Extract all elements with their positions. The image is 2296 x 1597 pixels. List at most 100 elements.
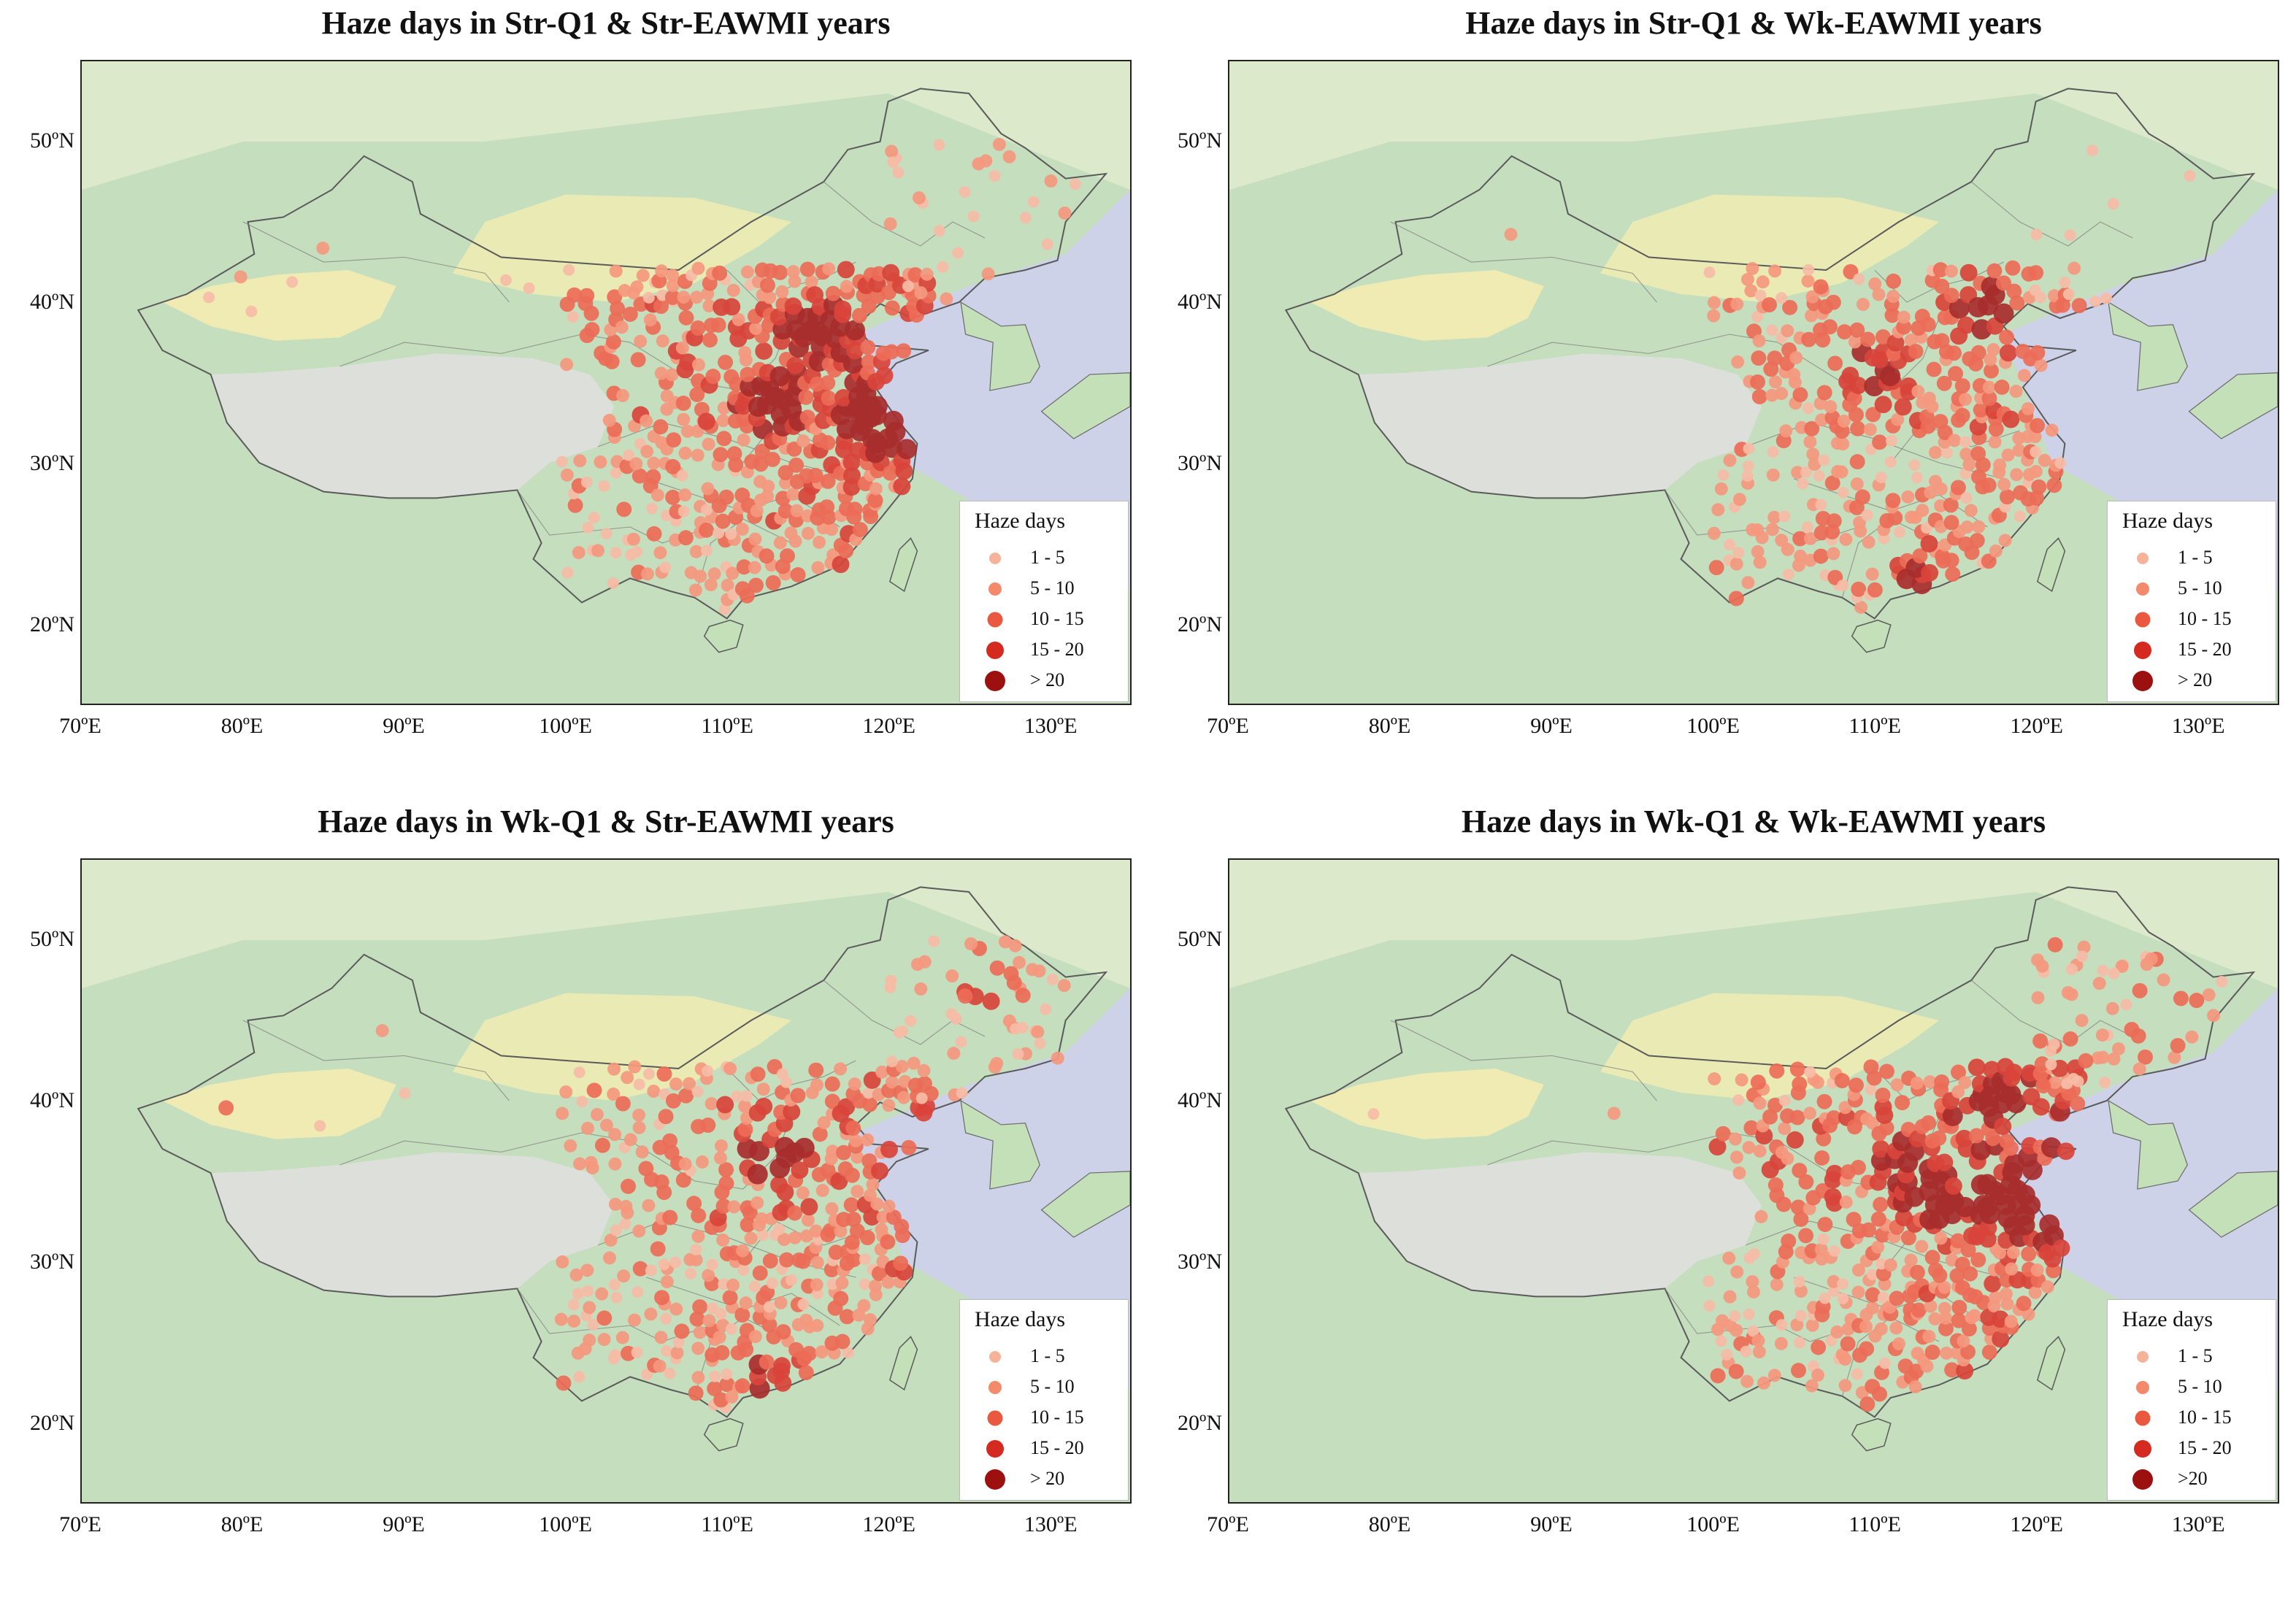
station-dot (1989, 544, 2003, 558)
station-dot (721, 578, 734, 592)
station-dot (616, 501, 632, 517)
station-dot (2021, 1246, 2037, 1262)
station-dot (2157, 973, 2170, 987)
station-dot (834, 389, 853, 407)
station-dot (1716, 1314, 1729, 1328)
lon-tick-label: 100ºE (1686, 1512, 1740, 1536)
lon-tick-label: 90ºE (1530, 714, 1573, 738)
station-dot (2038, 453, 2051, 467)
lat-tick-label: 30ºN (30, 450, 74, 475)
station-dot (1935, 1153, 1954, 1171)
station-dot (690, 290, 704, 304)
station-dot (1853, 273, 1865, 285)
station-dot (1767, 446, 1779, 458)
station-dot (709, 1370, 721, 1382)
station-dot (1897, 310, 1911, 324)
station-dot (1707, 296, 1721, 309)
station-dot (1981, 477, 1997, 493)
station-dot (1863, 423, 1877, 436)
station-dot (1768, 264, 1782, 278)
station-dot (826, 1144, 840, 1158)
province-border (1970, 181, 2133, 247)
station-dot (2014, 1185, 2035, 1206)
legend-marker (986, 642, 1004, 659)
map-canvas (82, 860, 1130, 1502)
station-dot (1781, 324, 1794, 338)
station-dot (1915, 1239, 1929, 1253)
station-dot (739, 1296, 753, 1310)
station-dot (615, 320, 629, 334)
station-dot (1721, 1349, 1733, 1361)
station-dot (1767, 510, 1781, 524)
station-dot (1993, 1246, 2007, 1260)
station-dot (2108, 967, 2120, 980)
station-dot (1762, 1109, 1778, 1125)
station-dot (808, 1062, 824, 1078)
station-dot (1837, 1293, 1849, 1304)
station-dot (1814, 1242, 1828, 1256)
station-dot (1981, 1344, 1997, 1360)
station-dot (1750, 1074, 1766, 1090)
station-dot (769, 366, 791, 387)
station-dot (1904, 1253, 1918, 1267)
station-dot (702, 437, 715, 451)
station-dot (834, 1334, 851, 1350)
station-dot (790, 504, 804, 517)
station-dot (861, 1153, 878, 1169)
map-wash (1229, 61, 2278, 704)
station-dot (799, 261, 815, 277)
station-dot (2095, 1028, 2109, 1042)
station-dot (1703, 1299, 1716, 1312)
station-dot (1729, 557, 1743, 571)
station-dot (375, 1024, 389, 1037)
station-dot (1803, 531, 1817, 545)
station-dot (914, 286, 928, 300)
station-dot (1879, 1063, 1894, 1080)
province-border (1487, 334, 1778, 367)
station-dot (1008, 939, 1022, 953)
station-dot (774, 1296, 788, 1309)
station-dot (1748, 1247, 1761, 1260)
station-dot (959, 186, 971, 198)
map-panel: Haze days in Wk-Q1 & Str-EAWMI years Haz… (0, 798, 1148, 1597)
map-canvas (1229, 860, 2278, 1502)
station-dot (1746, 1275, 1759, 1289)
station-dot (1781, 1233, 1797, 1249)
station-dot (848, 1077, 861, 1091)
station-dot (1040, 1003, 1052, 1015)
station-dot (716, 1233, 730, 1247)
station-dot (940, 292, 953, 306)
korea-peninsula (960, 301, 1040, 391)
station-dot (1779, 424, 1793, 438)
station-dot (616, 388, 630, 402)
station-dot (1708, 1072, 1721, 1085)
legend-item: 1 - 5 (2108, 1344, 2276, 1370)
station-dot (823, 1262, 840, 1277)
station-dot (691, 1229, 705, 1243)
station-dot (1849, 454, 1865, 470)
station-dot (1875, 329, 1891, 345)
station-dot (907, 1056, 921, 1070)
station-dot (662, 1209, 678, 1225)
station-dot (665, 458, 681, 474)
legend-item: 5 - 10 (960, 1374, 1128, 1401)
station-dot (882, 1098, 896, 1112)
station-dot (851, 1185, 864, 1198)
station-dot (1968, 1128, 1984, 1144)
station-dot (2185, 1030, 2199, 1044)
station-dot (830, 1172, 848, 1190)
station-dot (820, 435, 836, 451)
station-dot (666, 432, 682, 448)
map-canvas (1229, 61, 2278, 704)
station-dot (2070, 1096, 2086, 1112)
station-dot (715, 1307, 727, 1320)
station-dot (875, 1065, 889, 1079)
station-dot (1741, 576, 1755, 590)
station-dot (723, 369, 740, 385)
legend-item: > 20 (2108, 668, 2276, 694)
station-dot (1878, 1120, 1894, 1136)
station-dot (587, 1319, 599, 1331)
station-dot (1814, 1150, 1830, 1166)
station-dot (218, 1100, 234, 1116)
station-dot (797, 1298, 810, 1311)
